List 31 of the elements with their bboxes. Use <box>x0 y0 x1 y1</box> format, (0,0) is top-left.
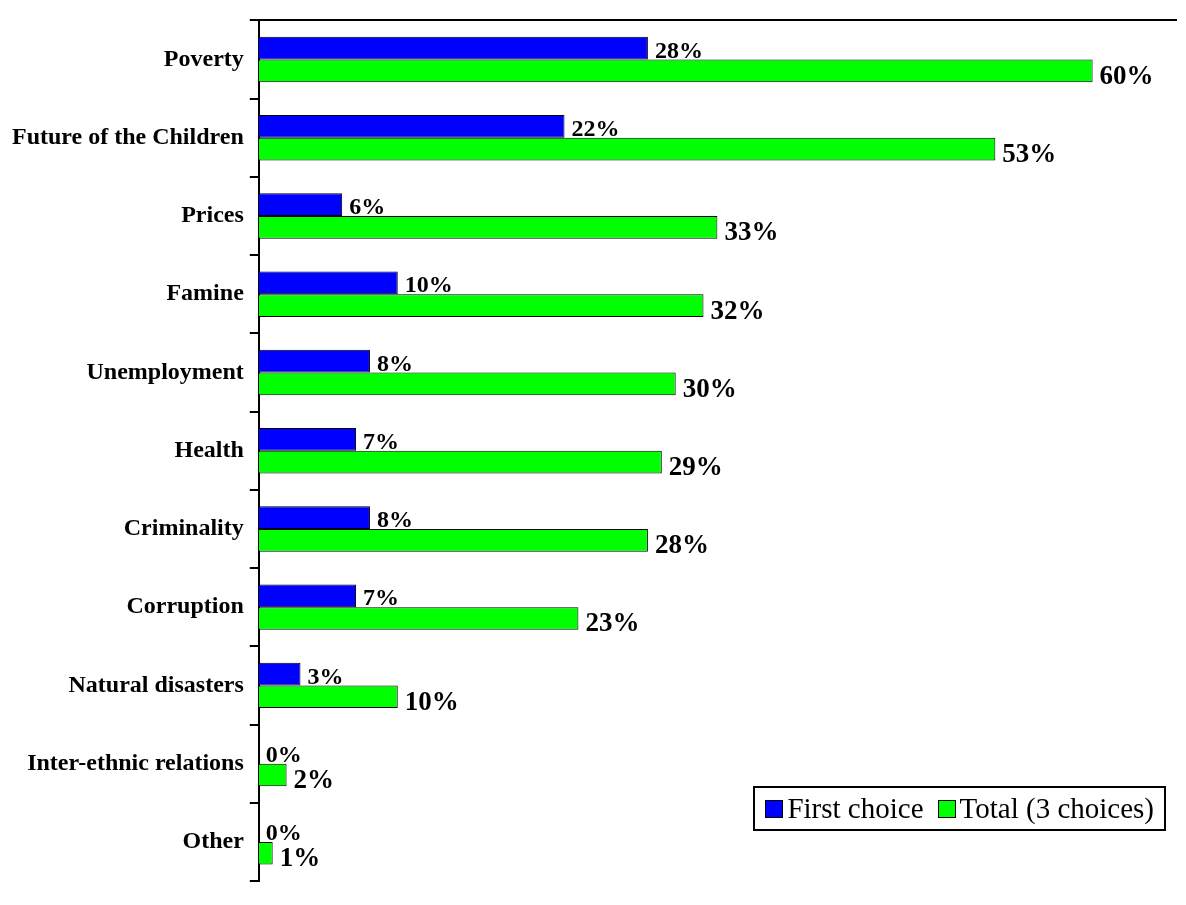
data-label: 22% <box>571 114 620 141</box>
data-label: 10% <box>404 271 453 298</box>
data-label: 7% <box>363 584 400 611</box>
y-tick-label: Other <box>182 827 245 854</box>
data-label: 7% <box>363 427 400 454</box>
y-tick-label: Poverty <box>163 44 244 71</box>
data-label: 60% <box>1099 59 1154 90</box>
data-label: 8% <box>376 506 413 533</box>
y-tick-label: Prices <box>181 201 244 228</box>
data-label: 32% <box>710 294 765 325</box>
data-label: 28% <box>654 529 709 560</box>
data-label: 53% <box>1002 138 1057 169</box>
data-label: 29% <box>668 451 723 482</box>
data-label: 30% <box>682 372 737 403</box>
data-label: 3% <box>307 662 344 689</box>
y-tick-label: Criminality <box>123 514 244 541</box>
data-label: 33% <box>724 216 779 247</box>
legend-label: First choice <box>787 792 924 825</box>
y-tick-label: Natural disasters <box>68 670 244 697</box>
data-label: 10% <box>404 685 459 716</box>
y-tick-label: Corruption <box>126 592 244 619</box>
y-tick-label: Unemployment <box>86 357 244 384</box>
y-tick-label: Health <box>174 435 244 462</box>
y-tick-label: Future of the Children <box>11 122 244 149</box>
data-label: 23% <box>585 607 640 638</box>
legend-label: Total (3 choices) <box>959 792 1154 825</box>
y-tick-label: Inter-ethnic relations <box>27 748 244 775</box>
data-label: 8% <box>376 349 413 376</box>
data-label: 6% <box>349 193 386 220</box>
y-tick-label: Famine <box>166 279 245 306</box>
data-label: 28% <box>654 36 703 63</box>
